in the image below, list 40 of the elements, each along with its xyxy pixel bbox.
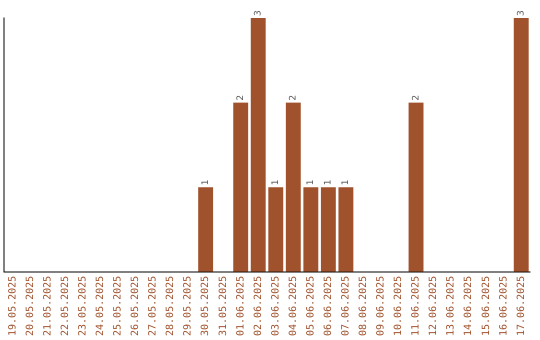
x-tick-label: 13.06.2025 <box>446 276 457 336</box>
data-label: 2 <box>288 94 299 101</box>
x-tick-label: 11.06.2025 <box>410 276 422 336</box>
data-label: 1 <box>306 179 316 186</box>
x-tick-label: 24.05.2025 <box>95 276 106 336</box>
x-tick-label: 16.06.2025 <box>498 276 510 336</box>
data-label: 2 <box>236 94 246 101</box>
x-tick-label: 15.06.2025 <box>480 276 492 336</box>
x-tick-label: 20.05.2025 <box>24 276 36 336</box>
data-label: 3 <box>254 10 264 16</box>
x-tick-label: 06.06.2025 <box>322 276 334 336</box>
x-tick-label: 05.06.2025 <box>305 276 316 336</box>
x-tick-label: 04.06.2025 <box>288 276 299 336</box>
x-tick-label: 03.06.2025 <box>270 276 282 336</box>
x-tick-label: 08.06.2025 <box>358 276 370 336</box>
data-label: 1 <box>271 179 282 186</box>
x-tick-label: 29.05.2025 <box>182 276 194 336</box>
x-tick-label: 19.05.2025 <box>7 276 18 336</box>
x-tick-label: 30.05.2025 <box>200 276 212 336</box>
x-tick-label: 27.05.2025 <box>148 276 159 336</box>
x-tick-label: 14.06.2025 <box>463 276 474 336</box>
x-tick-label: 01.06.2025 <box>235 276 246 336</box>
x-tick-label: 07.06.2025 <box>340 276 352 336</box>
x-tick-label: 25.05.2025 <box>112 276 124 336</box>
x-tick-label: 09.06.2025 <box>376 276 387 336</box>
x-tick-label: 17.06.2025 <box>516 276 527 336</box>
x-tick-label: 28.05.2025 <box>165 276 176 336</box>
x-tick-label: 23.05.2025 <box>77 276 88 336</box>
data-label: 1 <box>200 179 211 186</box>
data-label: 1 <box>324 179 334 186</box>
x-tick-label: 10.06.2025 <box>393 276 404 336</box>
x-tick-label: 21.05.2025 <box>42 276 54 336</box>
data-label: 2 <box>411 94 422 101</box>
x-tick-label: 31.05.2025 <box>218 276 229 336</box>
x-tick-label: 12.06.2025 <box>428 276 440 336</box>
x-tick-label: 02.06.2025 <box>252 276 264 336</box>
x-tick-label: 22.05.2025 <box>60 276 71 336</box>
data-label: 3 <box>516 10 527 16</box>
data-label: 1 <box>341 179 352 186</box>
x-tick-label: 26.05.2025 <box>130 276 142 336</box>
